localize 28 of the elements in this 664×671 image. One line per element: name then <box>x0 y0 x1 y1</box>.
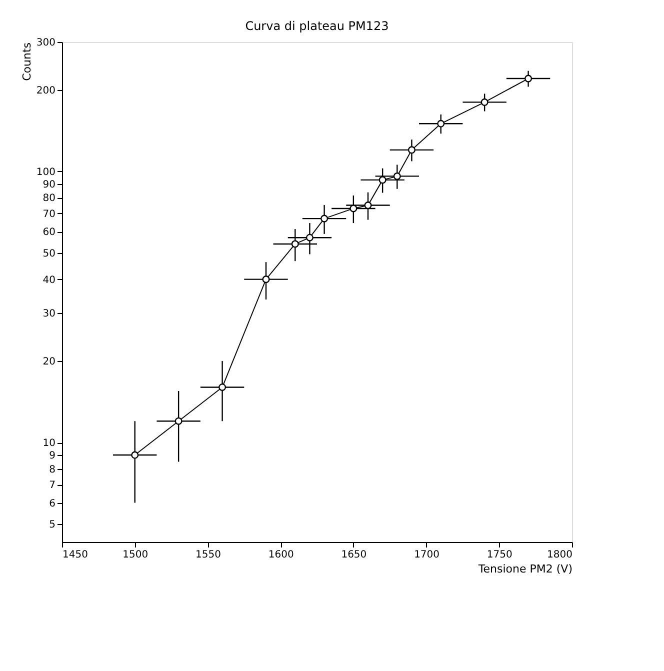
y-tick-label: 8 <box>49 464 56 476</box>
x-axis-title: Tensione PM2 (V) <box>477 562 572 576</box>
x-tick-label: 1600 <box>268 550 294 560</box>
y-tick-label: 7 <box>49 480 56 492</box>
y-tick-label: 50 <box>42 248 56 260</box>
y-tick-label: 90 <box>42 179 56 190</box>
x-tick-label: 1500 <box>122 550 148 560</box>
y-tick-label: 80 <box>42 193 56 204</box>
y-tick-label: 40 <box>42 274 56 286</box>
y-tick-label: 70 <box>42 208 56 220</box>
x-tick-label: 1650 <box>341 550 367 560</box>
chart-title: Curva di plateau PM123 <box>245 19 389 33</box>
x-tick-label: 1450 <box>62 550 88 560</box>
y-tick-label: 100 <box>36 166 56 178</box>
x-tick-label: 1700 <box>414 550 440 560</box>
y-tick-label: 200 <box>36 85 56 96</box>
y-axis-title: Counts <box>20 42 34 81</box>
y-tick-label: 60 <box>42 227 56 238</box>
x-tick-label: 1750 <box>486 550 512 560</box>
y-tick-label: 5 <box>49 520 56 531</box>
y-tick-label: 9 <box>49 450 56 462</box>
x-tick-label: 1800 <box>547 550 572 560</box>
y-tick-label: 300 <box>36 38 56 48</box>
y-tick-label: 10 <box>42 438 56 450</box>
x-tick-label: 1550 <box>195 550 221 560</box>
y-tick-label: 30 <box>42 308 56 320</box>
y-tick-label: 6 <box>49 498 56 510</box>
y-tick-label: 20 <box>42 356 56 368</box>
